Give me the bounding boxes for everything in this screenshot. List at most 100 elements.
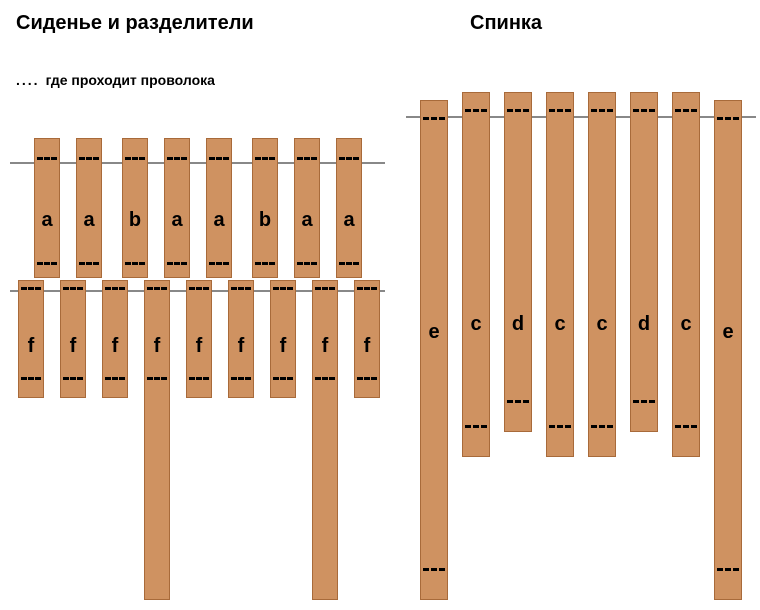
back-slat-5-label: d: [631, 313, 657, 336]
seat-lower-slat-1-hatch-0: [63, 287, 83, 290]
seat-upper-slat-5-hatch-0: [255, 157, 275, 160]
seat-lower-slat-4-label: f: [187, 335, 211, 358]
seat-upper-slat-2-hatch-b0: [125, 262, 145, 265]
back-slat-5: d: [630, 92, 658, 432]
seat-upper-slat-2-label: b: [123, 209, 147, 232]
seat-upper-slat-1-hatch-b0: [79, 262, 99, 265]
back-slat-1: c: [462, 92, 490, 457]
title-seat: Сиденье и разделители: [16, 12, 254, 35]
seat-upper-slat-6-label: a: [295, 209, 319, 232]
legend-dots: ....: [16, 72, 40, 88]
seat-upper-slat-4: a: [206, 138, 232, 278]
seat-upper-slat-0-hatch-b0: [37, 262, 57, 265]
back-slat-7-hatch-0: [717, 117, 739, 120]
seat-upper-slat-5: b: [252, 138, 278, 278]
seat-lower-slat-6-label: f: [271, 335, 295, 358]
back-slat-0-hatch-0: [423, 117, 445, 120]
seat-upper-slat-6-hatch-b0: [297, 262, 317, 265]
seat-upper-slat-4-hatch-0: [209, 157, 229, 160]
seat-upper-slat-4-label: a: [207, 209, 231, 232]
back-slat-5-hatch-0: [633, 109, 655, 112]
back-slat-4: c: [588, 92, 616, 457]
seat-lower-slat-7-hatch-1: [315, 377, 335, 380]
seat-lower-slat-3-hatch-1: [147, 377, 167, 380]
back-slat-3: c: [546, 92, 574, 457]
back-slat-3-hatch-b0: [549, 425, 571, 428]
back-slat-3-hatch-0: [549, 109, 571, 112]
seat-upper-slat-2-hatch-0: [125, 157, 145, 160]
seat-lower-slat-5-label: f: [229, 335, 253, 358]
seat-upper-slat-6: a: [294, 138, 320, 278]
back-slat-2-label: d: [505, 313, 531, 336]
back-slat-7-hatch-b0: [717, 568, 739, 571]
seat-lower-slat-1-hatch-1: [63, 377, 83, 380]
back-slat-6-label: c: [673, 313, 699, 336]
seat-upper-slat-1: a: [76, 138, 102, 278]
back-slat-0-label: e: [421, 321, 447, 344]
legend-wire: .... где проходит проволока: [16, 72, 215, 88]
seat-lower-slat-8-label: f: [355, 335, 379, 358]
seat-upper-slat-0-hatch-0: [37, 157, 57, 160]
seat-lower-slat-0-hatch-1: [21, 377, 41, 380]
seat-lower-slat-4: f: [186, 280, 212, 398]
seat-lower-slat-1-label: f: [61, 335, 85, 358]
back-slat-1-label: c: [463, 313, 489, 336]
back-wire-upper: [406, 116, 756, 118]
back-slat-4-hatch-0: [591, 109, 613, 112]
seat-upper-slat-5-label: b: [253, 209, 277, 232]
seat-lower-slat-6-hatch-1: [273, 377, 293, 380]
seat-upper-slat-3-hatch-0: [167, 157, 187, 160]
back-slat-5-hatch-b0: [633, 400, 655, 403]
seat-lower-slat-8: f: [354, 280, 380, 398]
back-slat-6: c: [672, 92, 700, 457]
seat-lower-slat-4-hatch-1: [189, 377, 209, 380]
back-slat-2-hatch-b0: [507, 400, 529, 403]
back-slat-1-hatch-b0: [465, 425, 487, 428]
seat-upper-slat-2: b: [122, 138, 148, 278]
seat-lower-slat-1: f: [60, 280, 86, 398]
legend-text: где проходит проволока: [46, 72, 215, 88]
title-back: Спинка: [470, 12, 542, 35]
diagram-stage: { "canvas": { "w": 760, "h": 610, "bg": …: [0, 0, 760, 610]
seat-upper-slat-1-hatch-0: [79, 157, 99, 160]
back-slat-7-label: e: [715, 321, 741, 344]
seat-lower-slat-4-hatch-0: [189, 287, 209, 290]
seat-upper-slat-7-label: a: [337, 209, 361, 232]
seat-lower-slat-3-label: f: [145, 335, 169, 358]
seat-lower-slat-6: f: [270, 280, 296, 398]
seat-lower-slat-3: f: [144, 280, 170, 600]
seat-lower-slat-8-hatch-0: [357, 287, 377, 290]
back-slat-0: e: [420, 100, 448, 600]
seat-lower-slat-2-hatch-0: [105, 287, 125, 290]
seat-lower-slat-3-hatch-0: [147, 287, 167, 290]
seat-lower-slat-5-hatch-1: [231, 377, 251, 380]
seat-upper-slat-1-label: a: [77, 209, 101, 232]
seat-lower-slat-2: f: [102, 280, 128, 398]
seat-upper-slat-3-label: a: [165, 209, 189, 232]
seat-lower-slat-5-hatch-0: [231, 287, 251, 290]
seat-wire-upper: [10, 162, 385, 164]
seat-upper-slat-6-hatch-0: [297, 157, 317, 160]
back-slat-3-label: c: [547, 313, 573, 336]
back-slat-6-hatch-b0: [675, 425, 697, 428]
seat-upper-slat-5-hatch-b0: [255, 262, 275, 265]
back-slat-2-hatch-0: [507, 109, 529, 112]
back-slat-6-hatch-0: [675, 109, 697, 112]
seat-upper-slat-4-hatch-b0: [209, 262, 229, 265]
seat-lower-slat-2-hatch-1: [105, 377, 125, 380]
seat-lower-slat-0: f: [18, 280, 44, 398]
seat-upper-slat-7: a: [336, 138, 362, 278]
seat-upper-slat-7-hatch-b0: [339, 262, 359, 265]
seat-lower-slat-6-hatch-0: [273, 287, 293, 290]
seat-lower-slat-7-label: f: [313, 335, 337, 358]
back-slat-4-label: c: [589, 313, 615, 336]
back-slat-7: e: [714, 100, 742, 600]
seat-lower-slat-5: f: [228, 280, 254, 398]
seat-upper-slat-3-hatch-b0: [167, 262, 187, 265]
seat-upper-slat-3: a: [164, 138, 190, 278]
seat-lower-slat-0-hatch-0: [21, 287, 41, 290]
seat-upper-slat-7-hatch-0: [339, 157, 359, 160]
seat-lower-slat-2-label: f: [103, 335, 127, 358]
back-slat-2: d: [504, 92, 532, 432]
seat-lower-slat-7-hatch-0: [315, 287, 335, 290]
